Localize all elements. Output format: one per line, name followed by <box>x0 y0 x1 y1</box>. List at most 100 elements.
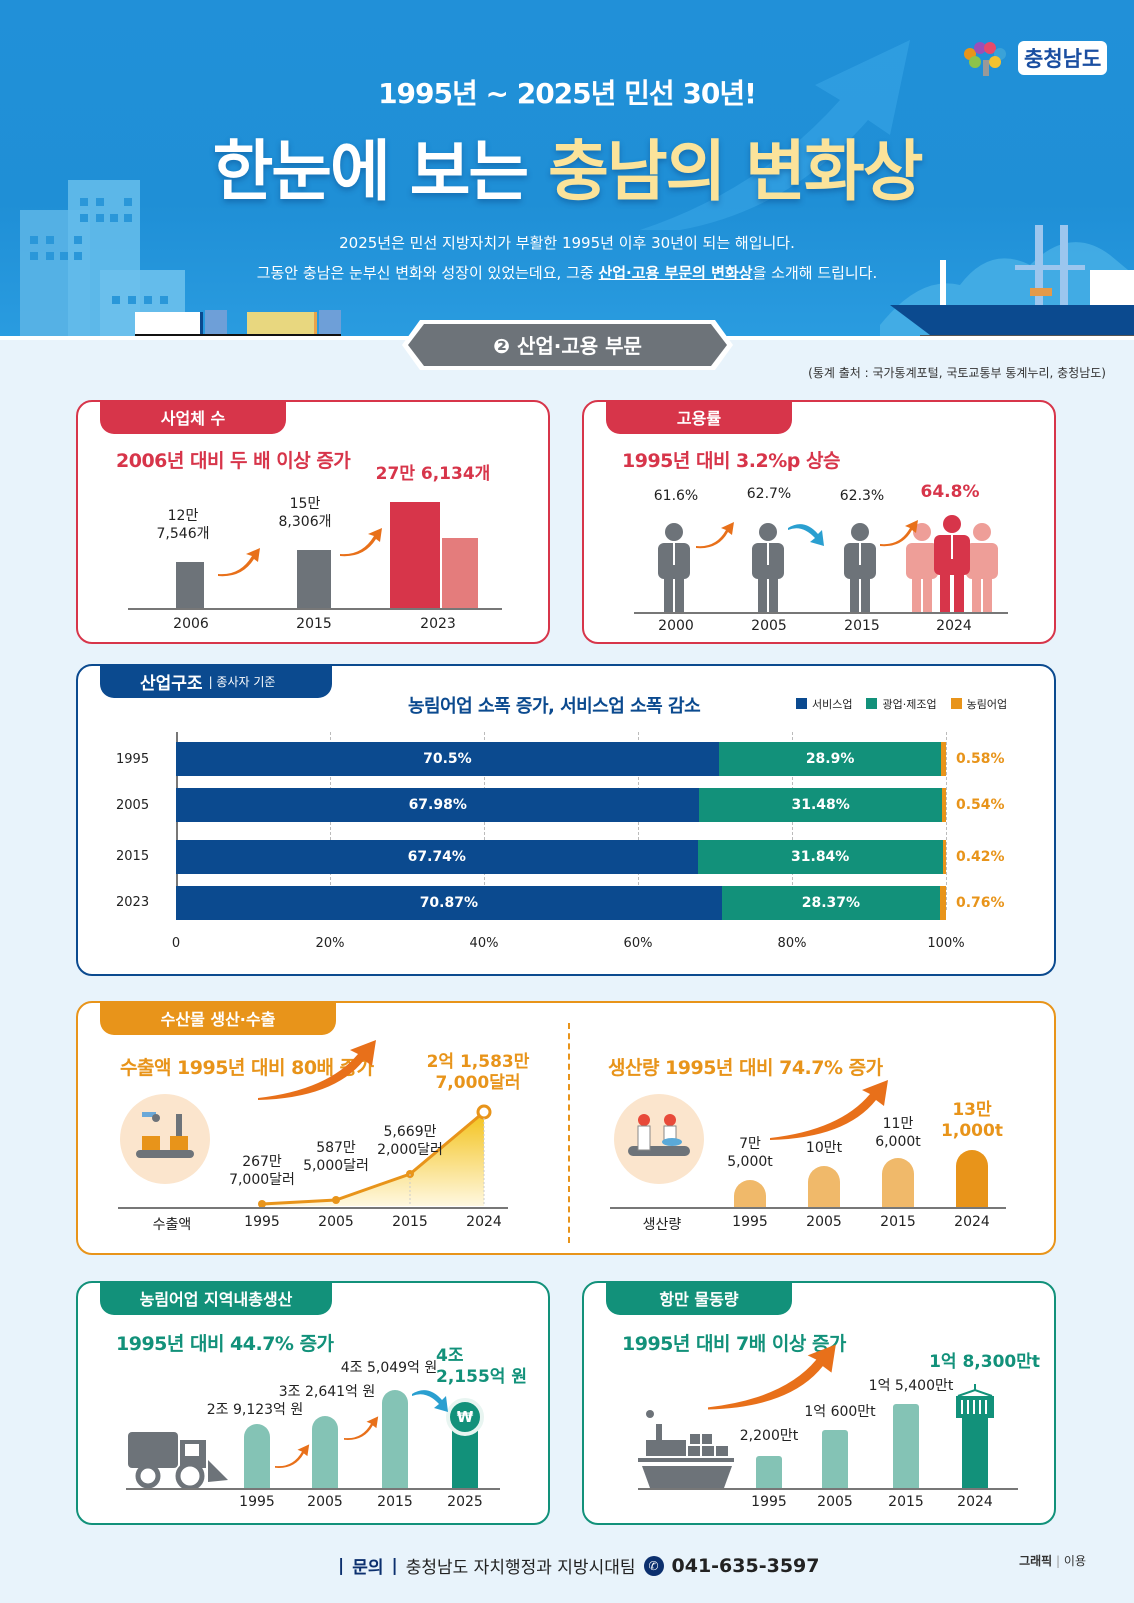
stacked-bar-1995: 70.5% 28.9% <box>176 742 946 776</box>
intro-line-2: 그동안 충남은 눈부신 변화와 성장이 있었는데요, 그중 산업·고용 부문의 … <box>256 264 878 282</box>
header-banner: 충청남도 1995년 ~ 2025년 민선 30년! 한눈에 보는 충남의 변화… <box>0 0 1134 340</box>
grdp-bar-2015 <box>382 1390 408 1488</box>
growth-arrow-icon <box>770 1080 888 1140</box>
chungnam-logo: 충청남도 <box>960 40 1108 76</box>
bar-segment-service: 67.98% <box>176 788 700 822</box>
value-label: 1억 600만t <box>804 1404 876 1420</box>
export-area-chart <box>258 1104 492 1208</box>
port-bar-2015 <box>893 1404 919 1488</box>
building-icon <box>176 562 204 608</box>
legend-manufacturing: 광업·제조업 <box>866 696 937 712</box>
stacked-bar-2015: 67.74% 31.84% <box>176 840 946 874</box>
export-headline: 수출액 1995년 대비 80배 증가 <box>120 1057 374 1079</box>
card-headline: 1995년 대비 44.7% 증가 <box>116 1333 334 1355</box>
card-tab: 수산물 생산·수출 <box>100 1001 336 1035</box>
growth-arrow-icon <box>640 40 910 230</box>
bar-segment-manufacturing: 28.9% <box>718 742 942 776</box>
stacked-bar-2005: 67.98% 31.48% <box>176 788 946 822</box>
bar-segment-service: 70.87% <box>176 886 722 920</box>
arrow-up-icon <box>218 548 260 577</box>
production-bar-1995 <box>734 1180 766 1208</box>
tree-logo-icon <box>964 42 1006 76</box>
section-banner <box>402 320 733 370</box>
arrow-up-icon <box>880 520 918 547</box>
value-label: 12만 7,546개 <box>156 508 210 542</box>
card-headline: 1995년 대비 3.2%p 상승 <box>622 450 840 472</box>
intro-line-1: 2025년은 민선 지방자치가 부활한 1995년 이후 30년이 되는 해입니… <box>339 234 795 252</box>
data-source: (통계 출처 : 국가통계포털, 국토교통부 통계누리, 충청남도) <box>808 366 1106 380</box>
footer-contact: | 문의 | 충청남도 자치행정과 지방시대팀 ✆ 041-635-3597 <box>338 1554 820 1579</box>
arrow-up-icon <box>340 528 382 557</box>
value-label-highlight: 4조 2,155억 원 <box>436 1346 527 1388</box>
card-tab: 사업체 수 <box>100 400 286 434</box>
chart-legend: 서비스업 광업·제조업 농림어업 <box>796 696 1007 712</box>
value-label: 587만 5,000달러 <box>303 1140 369 1174</box>
value-label: 7만 5,000t <box>727 1136 773 1170</box>
card-headline: 1995년 대비 7배 이상 증가 <box>622 1333 846 1355</box>
card-employment: 고용률 1995년 대비 3.2%p 상승 61.6% 62.7% 62.3% … <box>582 400 1056 644</box>
bar-segment-agriculture <box>940 886 946 920</box>
arrow-up-icon <box>344 1416 379 1440</box>
value-label: 1억 5,400만t <box>868 1378 954 1394</box>
value-label-highlight: 13만 1,000t <box>941 1100 1003 1142</box>
value-label: 3조 2,641억 원 <box>278 1384 376 1400</box>
bar-segment-service: 70.5% <box>176 742 719 776</box>
value-label: 5,669만 2,000달러 <box>377 1124 443 1158</box>
cargo-ship-icon <box>638 1410 734 1488</box>
value-label: 11만 6,000t <box>875 1116 921 1150</box>
inquiry-label: 문의 <box>352 1558 384 1578</box>
card-tab: 농림어업 지역내총생산 <box>100 1281 332 1315</box>
card-tab: 항만 물동량 <box>606 1281 792 1315</box>
growth-arrow-icon <box>258 1040 376 1100</box>
truck-white-graphic <box>135 312 203 336</box>
person-icon <box>658 523 690 612</box>
bar-segment-agriculture <box>941 742 946 776</box>
arrow-up-icon <box>275 1444 310 1468</box>
page-title: 한눈에 보는 충남의 변화상 <box>212 133 924 210</box>
card-tab: 고용률 <box>606 400 792 434</box>
value-label: 2,200만t <box>739 1428 799 1444</box>
value-label: 2조 9,123억 원 <box>206 1402 304 1418</box>
bar-segment-manufacturing: 28.37% <box>721 886 941 920</box>
factory-robot-icon <box>120 1094 210 1184</box>
arrow-down-icon <box>412 1390 448 1412</box>
value-label-highlight: 27만 6,134개 <box>375 464 491 484</box>
production-bar-2015 <box>882 1158 914 1208</box>
legend-service: 서비스업 <box>796 696 852 712</box>
fish-processing-workers-icon <box>614 1094 704 1184</box>
building-icon-large <box>390 502 440 608</box>
bar-segment-service: 67.74% <box>176 840 698 874</box>
bar-segment-agriculture <box>942 840 946 874</box>
phone-number[interactable]: 041-635-3597 <box>671 1554 820 1577</box>
card-headline: 2006년 대비 두 배 이상 증가 <box>116 450 351 472</box>
production-bar-2005 <box>808 1166 840 1208</box>
logo-text: 충청남도 <box>1018 41 1108 75</box>
chart-title: 농림어업 소폭 증가, 서비스업 소폭 감소 <box>408 696 701 717</box>
person-icon <box>844 523 876 612</box>
value-label-highlight: 2억 1,583만 7,000달러 <box>426 1052 530 1094</box>
people-group-icon <box>906 515 998 612</box>
card-fishery: 수산물 생산·수출 수출액 1995년 대비 80배 증가 생산량 1995년 … <box>76 1001 1056 1255</box>
port-bar-1995 <box>756 1456 782 1488</box>
phone-icon: ✆ <box>643 1555 664 1576</box>
sub-title: 1995년 ~ 2025년 민선 30년! <box>378 77 757 110</box>
stacked-bar-2023: 70.87% 28.37% <box>176 886 946 920</box>
value-label: 4조 5,049억 원 <box>340 1360 438 1376</box>
card-businesses: 사업체 수 2006년 대비 두 배 이상 증가 12만 7,546개 15만 8,… <box>76 400 550 644</box>
harbor-ship-graphic <box>880 225 1134 340</box>
value-label: 10만t <box>805 1140 843 1156</box>
won-coin-icon: ₩ <box>446 1398 484 1436</box>
department-name: 충청남도 자치행정과 지방시대팀 <box>405 1558 636 1578</box>
production-bar-2024 <box>956 1150 988 1208</box>
bar-segment-manufacturing: 31.48% <box>699 788 942 822</box>
person-icon <box>752 523 784 612</box>
grdp-bar-1995 <box>244 1424 270 1488</box>
value-label-highlight: 1억 8,300만t <box>929 1352 1040 1372</box>
arrow-down-icon <box>788 524 824 546</box>
production-headline: 생산량 1995년 대비 74.7% 증가 <box>608 1057 883 1079</box>
growth-arrow-icon <box>708 1344 836 1410</box>
value-label: 15만 8,306개 <box>278 496 332 530</box>
arrow-up-icon <box>696 522 734 549</box>
grdp-bar-2005 <box>312 1416 338 1488</box>
divider <box>568 1023 570 1243</box>
